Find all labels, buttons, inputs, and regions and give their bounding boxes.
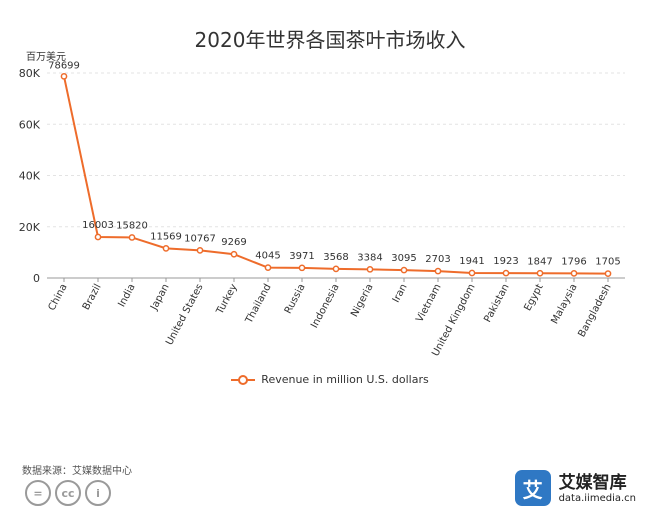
person-icon: i [85,480,111,506]
license-icons: = cc i [25,480,111,506]
data-label: 11569 [150,231,182,242]
chart-title: 2020年世界各国茶叶市场收入 [194,28,466,52]
data-label: 15820 [116,220,148,231]
data-label: 1923 [493,256,518,267]
data-label: 16003 [82,220,114,231]
equals-icon: = [25,480,51,506]
x-tick-label: Indonesia [309,282,341,330]
x-tick-label: Malaysia [549,282,579,326]
y-tick-label: 40K [19,170,41,183]
brand-name: 艾媒智库 [558,472,627,493]
x-tick-label: Russia [283,282,308,316]
data-label: 3384 [357,252,382,263]
data-label: 1796 [561,256,586,267]
x-tick-label: Brazil [81,282,104,312]
data-point [536,269,544,277]
data-point [128,234,136,241]
brand-url: data.iimedia.cn [558,492,636,504]
series-line [63,76,609,275]
data-point [162,245,170,252]
data-label: 3971 [289,251,314,262]
data-point [468,269,476,277]
legend-label: Revenue in million U.S. dollars [261,373,429,386]
data-point [570,270,578,277]
data-point [332,265,340,273]
brand-mark-icon: 艾 [514,470,551,506]
y-unit-label: 百万美元 [26,52,66,63]
y-tick-label: 60K [19,118,41,131]
x-tick-label: Iran [391,282,410,304]
x-tick-label: Vietnam [414,282,443,324]
x-tick-label: Nigeria [349,282,376,319]
data-label: 3568 [323,252,348,263]
x-tick-label: Pakistan [482,282,511,324]
line-chart: 0 20K 40K 60K 80K China Brazil India JapanUnited… [19,60,625,358]
data-label: 10767 [184,233,216,244]
data-point [60,72,68,80]
x-tick-label: Egypt [522,282,545,313]
y-tick-label: 0 [33,272,40,285]
data-point [502,269,510,277]
legend-line-marker-icon [231,374,256,386]
data-point [94,233,102,241]
x-tick-label: Japan [148,282,171,313]
legend[interactable]: Revenue in million U.S. dollars [0,373,660,389]
data-label: 2703 [425,254,450,265]
data-label: 9269 [221,237,246,248]
data-label: 1705 [595,257,620,268]
y-tick-label: 80K [19,67,41,80]
data-point [400,266,408,274]
y-tick-label: 20K [19,221,41,234]
data-label: 1941 [459,256,484,267]
x-tick-label: India [116,282,137,309]
cc-icon: cc [55,480,81,506]
data-point [196,247,204,254]
data-label: 4045 [255,251,280,262]
x-tick-label: Bangladesh [576,282,613,339]
data-label: 3095 [391,253,416,264]
legend-item-revenue[interactable]: Revenue in million U.S. dollars [231,373,429,386]
x-tick-label: Thailand [243,282,273,326]
source-note: 数据来源：艾媒数据中心 [22,466,132,477]
data-point [298,264,306,272]
data-point [264,264,272,271]
x-tick-label: Turkey [214,282,239,317]
data-label: 78699 [48,60,80,71]
data-label: 1847 [527,256,552,267]
x-tick-label: United States [164,282,206,347]
data-point [366,265,374,273]
brand-logo: 艾 艾媒智库 data.iimedia.cn [514,470,636,506]
data-point [230,250,238,258]
x-tick-label: China [47,282,70,312]
data-point [604,270,612,277]
data-point [434,267,442,275]
